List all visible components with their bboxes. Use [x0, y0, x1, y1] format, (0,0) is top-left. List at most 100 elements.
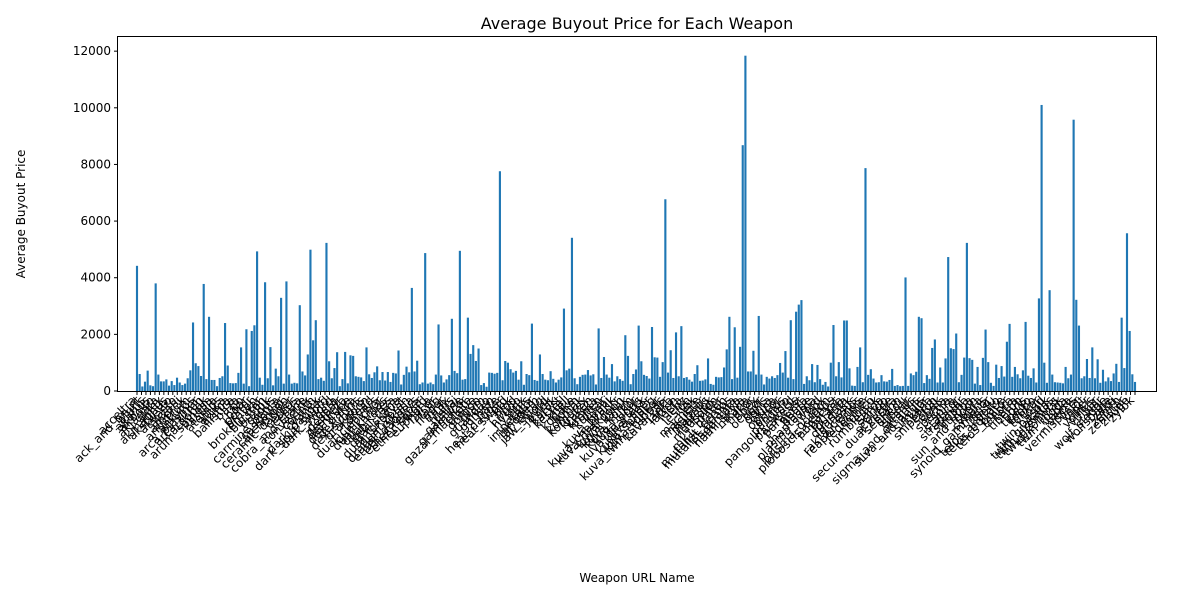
bar: [725, 349, 728, 391]
bar: [1131, 374, 1134, 391]
bar: [269, 347, 272, 391]
bar: [181, 385, 184, 391]
bar: [549, 371, 552, 391]
bar: [728, 316, 731, 391]
bar: [1088, 377, 1091, 391]
bar: [354, 376, 357, 391]
bar: [848, 368, 851, 391]
bar: [605, 374, 608, 391]
bar: [328, 361, 331, 391]
bar: [290, 383, 293, 391]
bar: [904, 277, 907, 391]
bar: [752, 350, 755, 391]
bar: [560, 377, 563, 391]
bar: [1069, 374, 1073, 391]
bar: [135, 265, 139, 391]
bar: [789, 320, 792, 391]
bar: [781, 372, 784, 391]
bar: [397, 350, 400, 391]
bar: [792, 379, 795, 391]
bar: [1083, 376, 1086, 391]
bar: [338, 386, 341, 391]
bar: [517, 379, 520, 391]
bar: [442, 382, 445, 391]
bar: [453, 370, 456, 391]
bar: [304, 375, 307, 391]
bar: [613, 381, 616, 391]
bar: [1040, 104, 1043, 391]
bar: [191, 322, 195, 391]
bar: [1077, 325, 1081, 391]
bar: [138, 374, 141, 391]
bar: [741, 145, 744, 391]
bar: [1053, 382, 1057, 391]
bar: [602, 357, 606, 391]
bar: [223, 323, 227, 391]
bar: [469, 353, 472, 391]
bar: [448, 375, 451, 391]
bar: [872, 378, 875, 391]
bar: [234, 383, 237, 391]
bar: [157, 374, 160, 391]
bar: [432, 384, 435, 391]
bar: [840, 377, 843, 391]
bar: [1072, 119, 1075, 391]
bar: [995, 364, 998, 391]
bar: [888, 379, 891, 391]
bar: [183, 383, 187, 391]
bar: [1035, 382, 1038, 391]
bar: [1120, 317, 1123, 391]
bar: [776, 375, 779, 391]
bar: [264, 282, 267, 391]
bar: [610, 364, 614, 391]
bar: [859, 347, 862, 391]
chart-title: Average Buyout Price for Each Weapon: [481, 14, 793, 33]
y-tick-label: 2000: [80, 327, 111, 341]
bar: [597, 328, 600, 391]
bar: [730, 379, 734, 391]
bar: [586, 370, 590, 391]
bar: [805, 376, 808, 391]
bar: [346, 383, 349, 391]
bar: [736, 377, 739, 391]
bar: [1000, 366, 1003, 391]
bar: [893, 385, 896, 391]
bar: [589, 375, 592, 391]
bar: [795, 311, 798, 391]
bar: [819, 379, 822, 391]
bar: [629, 384, 632, 391]
bar: [189, 370, 192, 391]
bar: [864, 168, 867, 391]
bar: [1003, 376, 1006, 391]
bar: [674, 332, 678, 391]
bar: [293, 382, 296, 391]
bar: [520, 361, 523, 391]
bar: [325, 242, 328, 391]
bar: [498, 171, 501, 391]
bar: [685, 377, 688, 391]
bar: [568, 368, 571, 391]
bar: [968, 358, 971, 391]
bar: [1115, 363, 1118, 391]
bar: [151, 386, 155, 391]
bar: [856, 366, 859, 391]
bar: [165, 379, 168, 391]
bar: [720, 377, 723, 391]
bar: [835, 376, 838, 391]
bar: [173, 385, 176, 391]
bar: [624, 335, 627, 391]
bar: [1019, 378, 1022, 391]
bar: [1109, 381, 1113, 391]
bar: [538, 354, 542, 391]
bar: [584, 374, 587, 391]
bar: [330, 378, 333, 391]
bar: [941, 382, 944, 391]
bar: [536, 380, 539, 391]
bar: [440, 375, 443, 391]
bar: [394, 373, 397, 391]
bar: [803, 383, 806, 391]
bar: [562, 308, 566, 391]
bar: [314, 320, 317, 391]
bar: [421, 382, 424, 391]
bar: [658, 376, 662, 391]
